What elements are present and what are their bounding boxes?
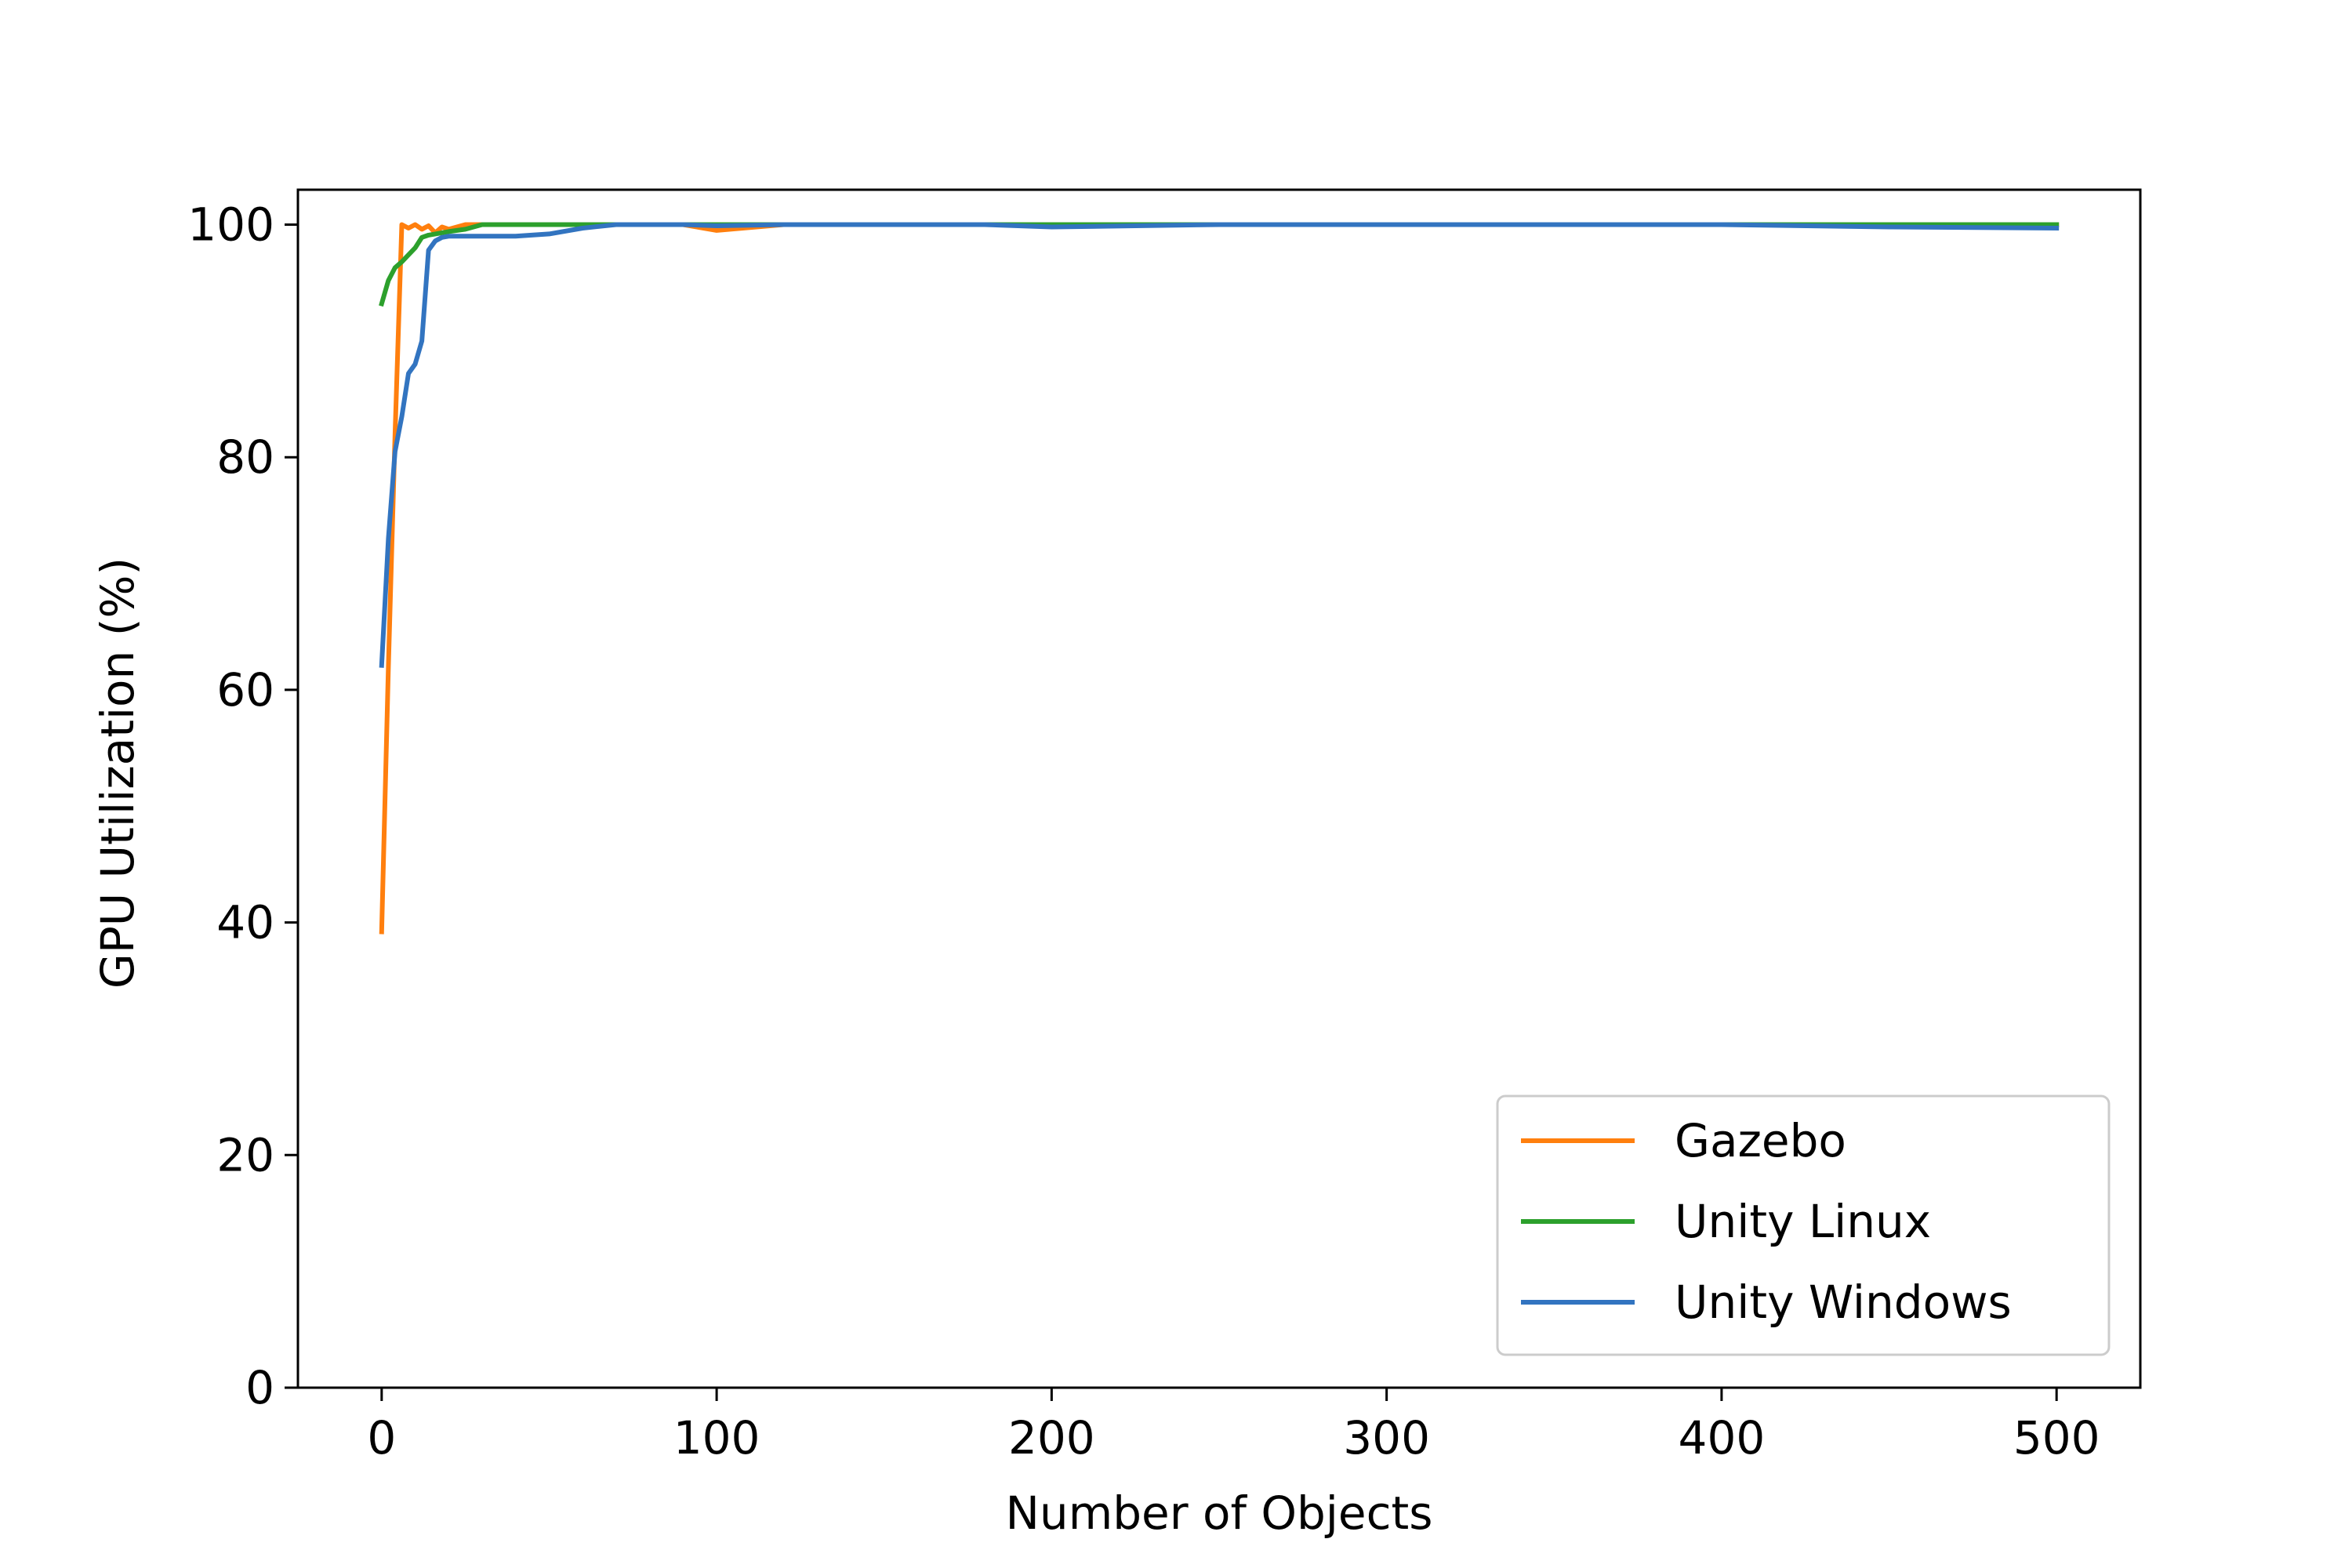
x-axis-label: Number of Objects [1006,1486,1433,1540]
plot-frame [296,188,2142,1389]
legend-label: Unity Linux [1675,1195,1931,1248]
y-tick-label: 60 [216,663,274,717]
series-layer [379,222,2060,935]
y-tick-label: 40 [216,896,274,949]
y-axis: 0 20 40 60 80 100 [187,198,298,1414]
x-tick-label: 200 [1008,1411,1095,1465]
y-axis-label: GPU Utilization (%) [91,557,144,989]
y-tick-label: 0 [245,1361,274,1414]
x-axis: 0 100 200 300 400 500 [367,1388,2100,1465]
legend: Gazebo Unity Linux Unity Windows [1496,1094,2111,1356]
legend-box [1496,1094,2111,1356]
legend-label: Unity Windows [1675,1276,2012,1329]
series-line-unity-windows [379,222,2060,668]
x-tick-label: 400 [1679,1411,1766,1465]
legend-label: Gazebo [1675,1114,1846,1167]
y-tick-label: 20 [216,1128,274,1181]
x-tick-label: 500 [2013,1411,2100,1465]
x-tick-label: 300 [1343,1411,1430,1465]
y-tick-label: 100 [187,198,274,252]
x-tick-label: 100 [673,1411,760,1465]
y-tick-label: 80 [216,430,274,484]
x-tick-label: 0 [367,1411,396,1465]
